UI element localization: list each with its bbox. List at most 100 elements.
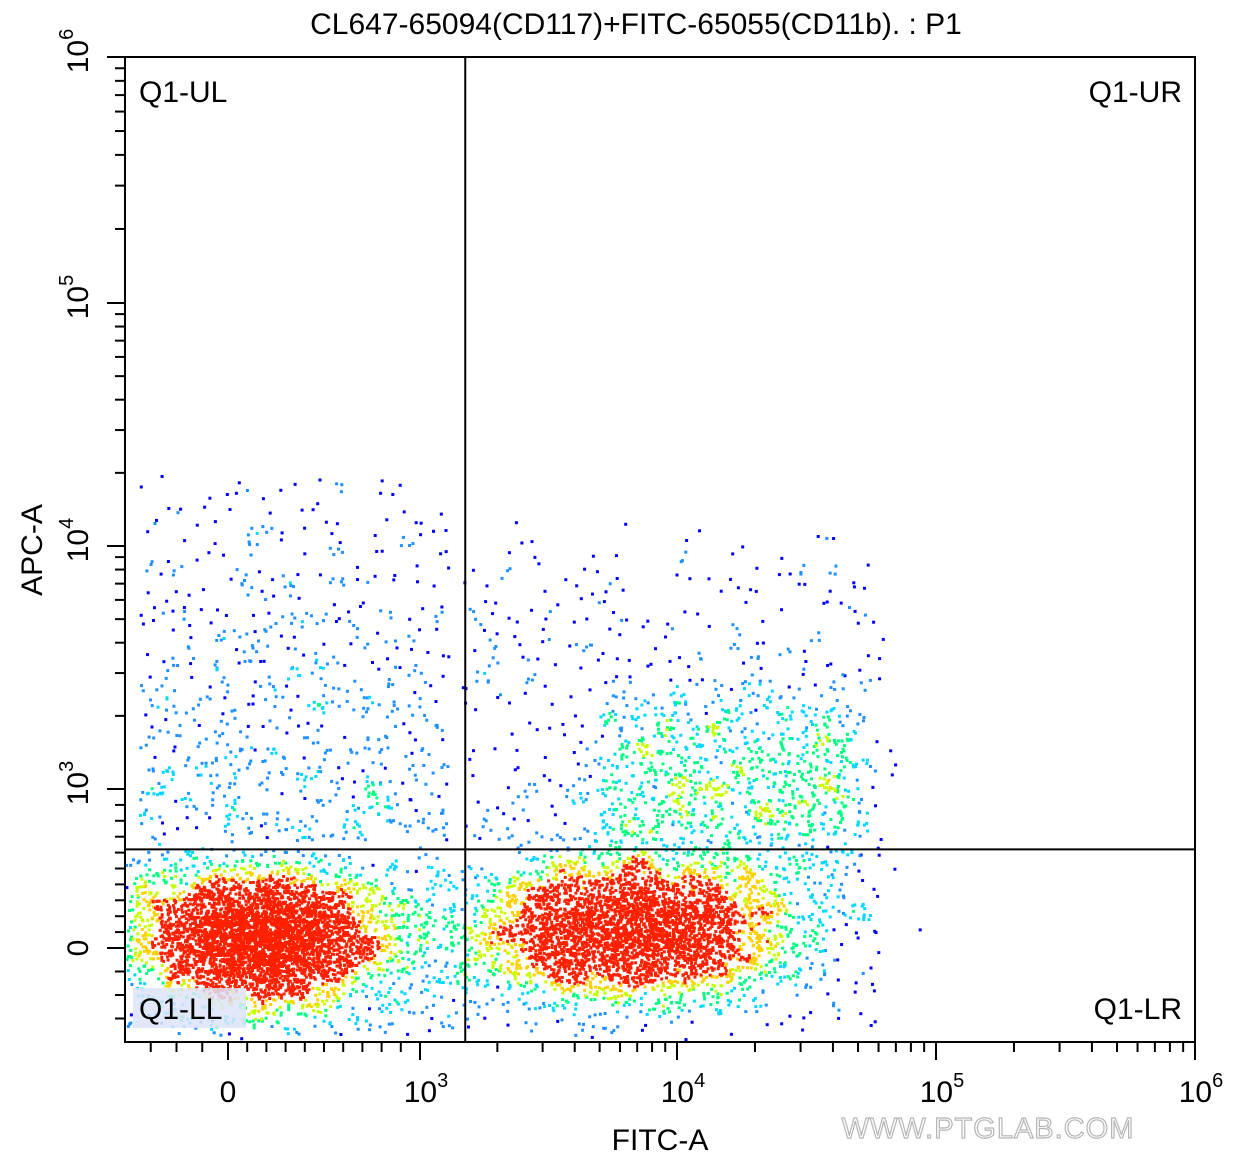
event-dot [566,898,569,902]
event-dot [208,685,212,689]
event-dot [266,865,270,868]
event-dot [493,883,496,887]
event-dot [726,980,730,984]
event-dot [190,675,194,679]
event-dot [599,757,603,761]
event-dot [749,911,752,915]
event-dot [682,783,686,787]
event-dot [390,882,394,885]
event-dot [130,935,133,939]
event-dot [721,817,725,821]
event-dot [644,1023,648,1027]
event-dot [215,741,219,745]
event-dot [680,992,684,996]
event-dot [533,944,537,948]
event-dot [130,983,134,986]
event-dot [470,946,474,950]
event-dot [836,958,840,962]
event-dot [815,765,819,769]
event-dot [555,877,558,881]
event-dot [660,882,664,886]
event-dot [125,886,129,890]
event-dot [425,922,428,926]
event-dot [524,929,528,933]
event-dot [325,662,329,666]
event-dot [723,966,727,970]
event-dot [610,802,614,806]
event-dot [159,905,163,909]
event-dot [334,1031,338,1035]
event-dot [172,569,176,573]
event-dot [633,985,637,989]
event-dot [363,746,367,750]
event-dot [752,952,756,956]
event-dot [231,878,235,882]
event-dot [617,853,621,856]
event-dot [678,786,682,789]
event-dot [441,1025,445,1029]
event-dot [319,869,323,873]
event-dot [417,856,421,860]
event-dot [584,764,588,768]
event-dot [821,827,825,831]
event-dot [477,899,480,903]
event-dot [735,765,739,769]
event-dot [630,865,634,869]
event-dot [264,850,268,853]
event-dot [730,788,734,792]
event-dot [842,896,846,900]
event-dot [753,997,757,1001]
event-dot [622,859,626,863]
event-dot [748,897,752,901]
event-dot [508,983,512,987]
event-dot [469,867,473,871]
event-dot [769,822,773,826]
event-dot [788,857,791,861]
event-dot [371,915,374,919]
event-dot [476,800,480,804]
event-dot [701,744,704,748]
event-dot [694,781,698,785]
event-dot [726,839,730,843]
event-dot [348,862,352,865]
event-dot [588,881,592,885]
event-dot [438,980,442,984]
event-dot [500,993,504,997]
event-dot [692,886,696,889]
event-dot [774,935,777,939]
event-dot [503,911,507,915]
event-dot [770,689,774,693]
event-dot [573,982,577,986]
event-dot [216,880,220,884]
event-dot [136,861,140,865]
event-dot [414,950,418,954]
event-dot [154,950,158,954]
event-dot [671,783,675,786]
event-dot [862,719,865,723]
event-dot [653,978,657,982]
event-dot [452,998,456,1002]
event-dot [691,727,695,731]
event-dot [216,608,219,612]
event-dot [343,663,347,667]
event-dot [390,806,393,810]
event-dot [448,907,452,910]
event-dot [830,708,834,712]
event-dot [572,866,576,870]
event-dot [563,875,567,879]
event-dot [706,991,710,995]
event-dot [194,873,198,877]
event-dot [839,813,843,817]
event-dot [809,985,813,989]
event-dot [196,883,200,887]
event-dot [319,666,322,670]
event-dot [627,861,631,865]
event-dot [634,846,638,850]
event-dot [379,961,382,965]
event-dot [798,952,802,956]
event-dot [218,864,222,868]
event-dot [825,536,829,540]
event-dot [166,951,170,955]
event-dot [732,931,736,935]
event-dot [473,912,477,916]
